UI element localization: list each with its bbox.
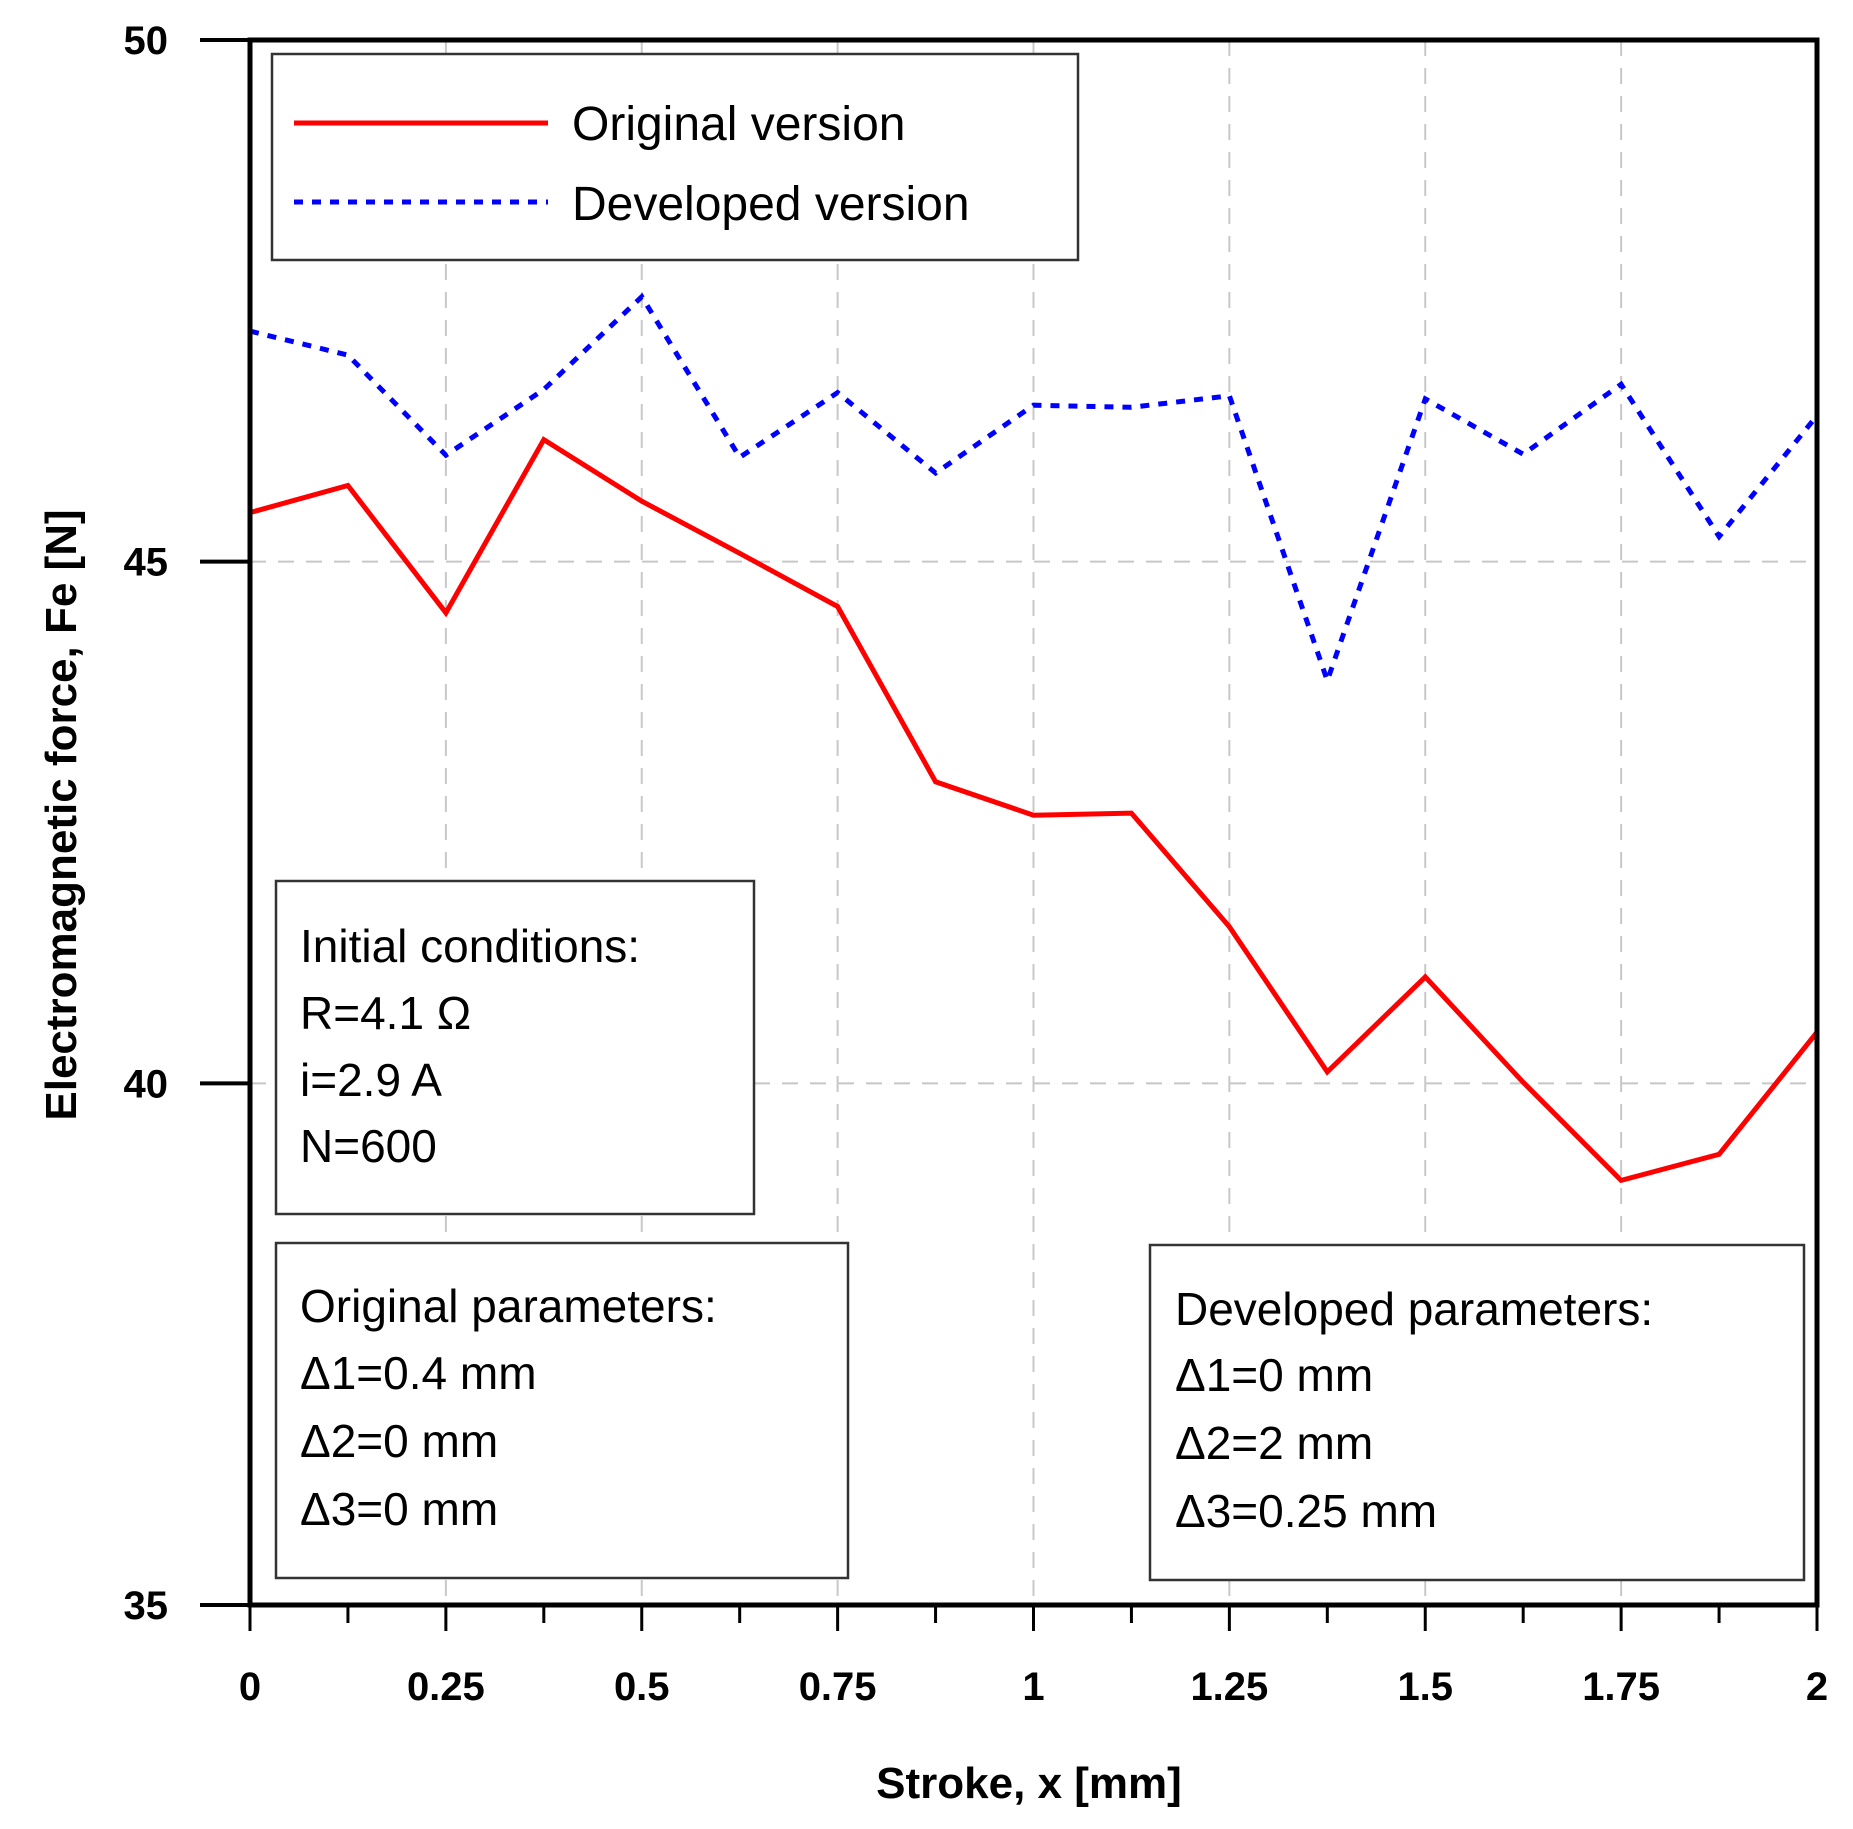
original-parameter-delta1: Δ1=0.4 mm: [300, 1347, 537, 1399]
x-tick-label: 0.75: [799, 1665, 877, 1709]
y-tick-label: 35: [124, 1584, 169, 1628]
x-tick-label: 0.25: [407, 1665, 485, 1709]
developed-parameter-delta3: Δ3=0.25 mm: [1175, 1485, 1437, 1537]
original-parameters-panel: Original parameters: Δ1=0.4 mm Δ2=0 mm Δ…: [274, 1241, 850, 1580]
developed-parameters-panel: Developed parameters: Δ1=0 mm Δ2=2 mm Δ3…: [1148, 1243, 1806, 1582]
data-series: [249, 292, 1819, 1184]
developed-parameters-box: [1148, 1243, 1806, 1582]
legend: Original version Developed version: [270, 52, 1080, 262]
x-axis-title: Stroke, x [mm]: [876, 1759, 1182, 1808]
series-line-developed: [249, 292, 1819, 689]
initial-conditions-panel: Initial conditions: R=4.1 Ω i=2.9 A N=60…: [274, 879, 756, 1216]
x-tick-label: 0.5: [614, 1665, 670, 1709]
x-tick-label: 0: [239, 1665, 261, 1709]
initial-condition-resistance: R=4.1 Ω: [300, 987, 471, 1039]
y-axis-title: Electromagnetic force, Fe [N]: [37, 509, 86, 1120]
initial-conditions-box: [274, 879, 756, 1216]
developed-parameter-delta2: Δ2=2 mm: [1175, 1417, 1373, 1469]
original-parameters-title: Original parameters:: [300, 1280, 717, 1332]
original-parameters-box: [274, 1241, 850, 1580]
x-tick-label: 1: [1022, 1665, 1044, 1709]
series-line-original: [249, 436, 1819, 1184]
x-tick-label: 1.75: [1582, 1665, 1660, 1709]
initial-condition-current: i=2.9 A: [300, 1054, 442, 1106]
original-parameter-delta2: Δ2=0 mm: [300, 1415, 498, 1467]
legend-label-developed: Developed version: [572, 178, 970, 231]
developed-parameters-title: Developed parameters:: [1175, 1283, 1653, 1335]
x-tick-label: 2: [1806, 1665, 1828, 1709]
x-tick-label: 1.5: [1397, 1665, 1453, 1709]
axis-ticks: 0 0.25 0.5 0.75 1 1.25 1.5 1.75 2 35 40 45 50: [124, 19, 1829, 1709]
developed-parameter-delta1: Δ1=0 mm: [1175, 1349, 1373, 1401]
y-tick-label: 45: [124, 541, 169, 585]
initial-conditions-title: Initial conditions:: [300, 920, 640, 972]
y-tick-label: 50: [124, 19, 169, 63]
legend-label-original: Original version: [572, 98, 905, 151]
initial-condition-turns: N=600: [300, 1120, 437, 1172]
original-parameter-delta3: Δ3=0 mm: [300, 1483, 498, 1535]
x-tick-label: 1.25: [1190, 1665, 1268, 1709]
legend-box: [270, 52, 1080, 262]
y-tick-label: 40: [124, 1062, 169, 1106]
